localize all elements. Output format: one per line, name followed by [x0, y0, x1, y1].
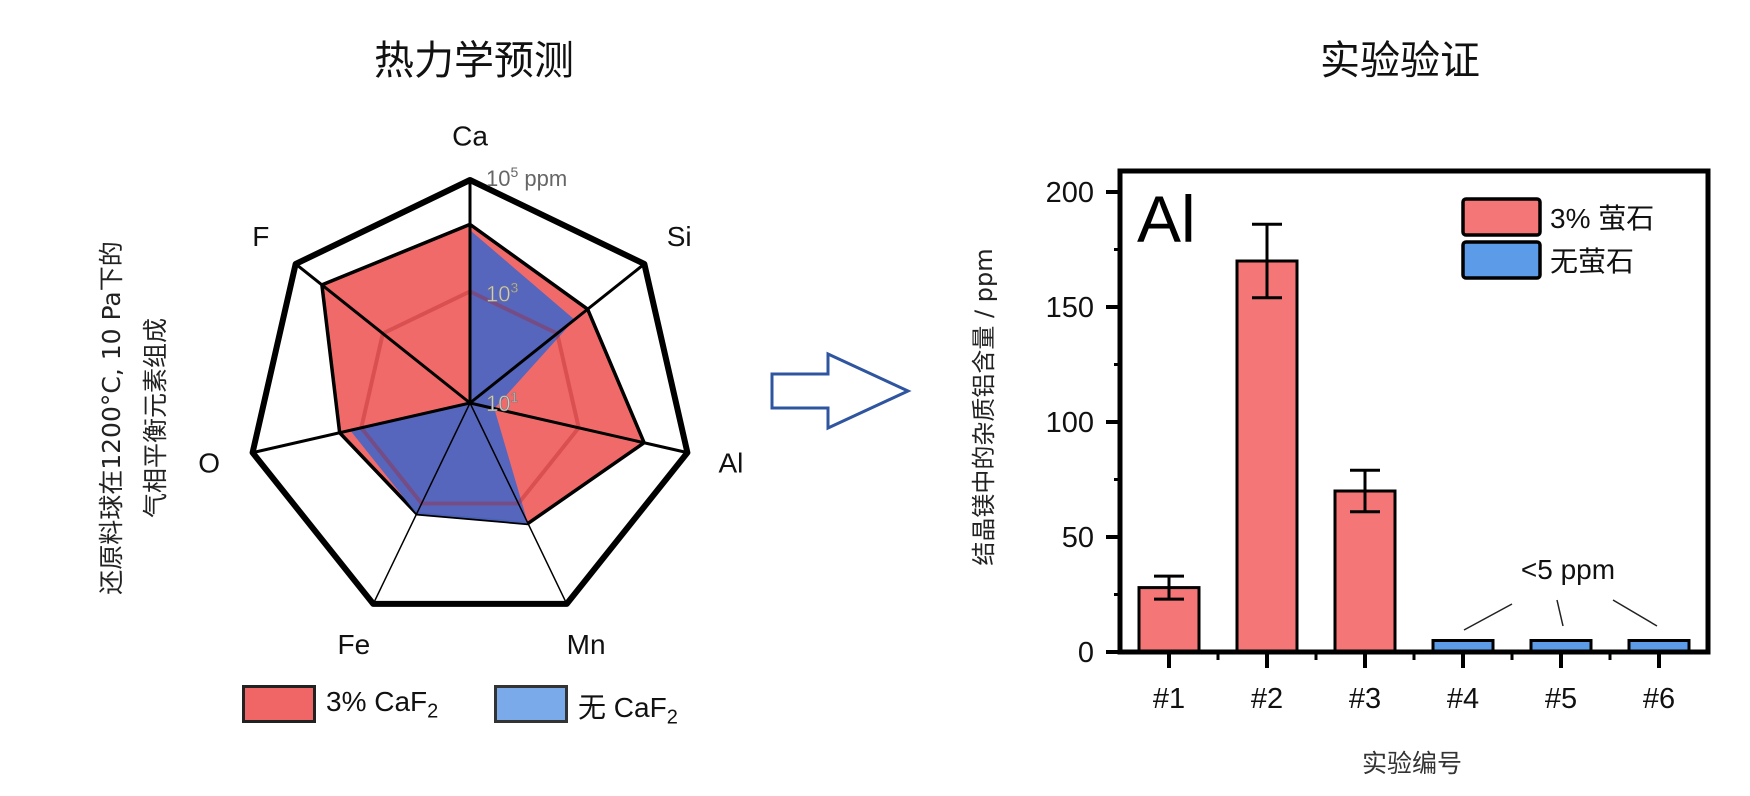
radar-axis-label-ca: Ca — [452, 120, 488, 151]
panel-label: Al — [1137, 182, 1196, 256]
bar-n3 — [1333, 489, 1397, 654]
radar-axis-label-f: F — [252, 221, 269, 252]
ring-label-exp: 1 — [510, 389, 518, 405]
legend-label-red-main: 3% CaF — [326, 686, 428, 717]
x-tick-label: #2 — [1251, 683, 1283, 715]
radar-ring-label: 101 — [486, 389, 518, 416]
y-tick-label: 0 — [1078, 637, 1094, 669]
legend-label-blue-sub: 2 — [666, 706, 678, 729]
y-tick-label: 150 — [1046, 292, 1094, 324]
right-title: 实验验证 — [1320, 38, 1480, 84]
annotation-leader — [1556, 599, 1564, 627]
radar-ring-mid — [359, 289, 581, 506]
legend-swatch-blue — [494, 685, 568, 723]
ring-label-base: 10 — [486, 391, 510, 416]
legend-swatch-red — [242, 685, 316, 723]
ring-label-exp: 3 — [510, 280, 518, 296]
annotation-leader — [1463, 603, 1513, 631]
x-tick-label: #6 — [1643, 683, 1675, 715]
y-tick-label: 200 — [1046, 177, 1094, 209]
x-tick-label: #5 — [1545, 683, 1577, 715]
radar-spoke-o — [252, 401, 471, 455]
radar-ring-label: 103 — [486, 280, 518, 307]
bar-xlabel: 实验编号 — [1361, 749, 1463, 778]
legend-label-2: 无萤石 — [1550, 246, 1634, 277]
radar-axis-label-o: O — [198, 448, 220, 479]
legend-label-blue-main: 无 CaF — [578, 692, 667, 723]
legend-swatch-1 — [1461, 197, 1542, 237]
radar-axis-label-mn: Mn — [567, 629, 606, 660]
left-title: 热力学预测 — [374, 38, 574, 84]
radar-spoke-al — [469, 401, 688, 455]
arrow-right-icon — [770, 351, 912, 431]
y-tick-label: 50 — [1062, 522, 1094, 554]
radar-series-2 — [350, 230, 575, 524]
plot-frame — [1117, 168, 1711, 655]
radar-spoke-mn — [469, 402, 568, 605]
ring-label-exp: 5 — [510, 164, 518, 180]
ring-label-unit: ppm — [518, 166, 567, 191]
y-tick-label: 100 — [1046, 407, 1094, 439]
radar-ring-label: 105 ppm — [486, 164, 567, 191]
ring-label-base: 10 — [486, 166, 510, 191]
radar-spoke-fe — [372, 402, 471, 605]
legend-swatch-2 — [1461, 240, 1542, 280]
radar-axis-label-si: Si — [667, 221, 692, 252]
radar-spoke-f — [294, 262, 471, 405]
radar-spoke-si — [469, 262, 646, 405]
legend-label-red-sub: 2 — [427, 700, 439, 723]
radar-axis-label-al: Al — [718, 448, 743, 479]
bar-n2 — [1235, 259, 1299, 654]
x-tick-label: #4 — [1447, 683, 1479, 715]
radar-axis-label-fe: Fe — [338, 629, 371, 660]
legend-label-1: 3% 萤石 — [1550, 203, 1654, 234]
annotation-text: <5 ppm — [1521, 554, 1615, 585]
ring-label-base: 10 — [486, 282, 510, 307]
x-tick-label: #3 — [1349, 683, 1381, 715]
radar-outer-ring — [249, 177, 691, 607]
legend-label-red: 3% CaF2 — [326, 686, 438, 724]
annotation-leader — [1612, 599, 1658, 627]
x-tick-label: #1 — [1153, 683, 1185, 715]
legend-label-blue: 无 CaF2 — [578, 686, 678, 730]
